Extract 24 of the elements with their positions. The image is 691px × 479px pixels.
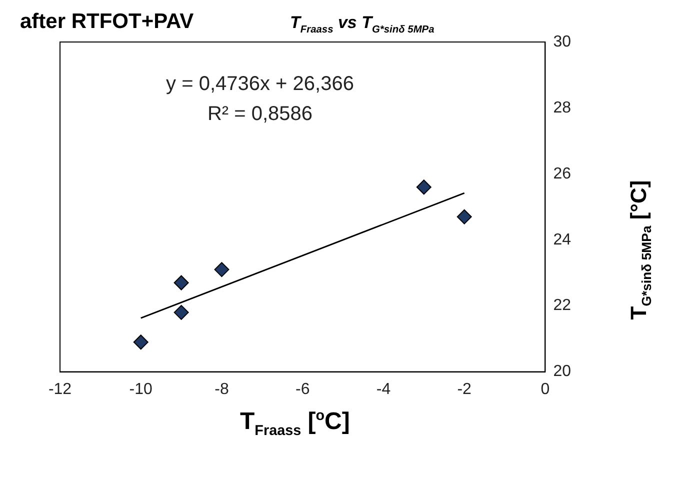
point — [456, 209, 472, 224]
point — [133, 334, 148, 350]
y-tick-label: 30 — [553, 33, 572, 50]
x-tick-label: -6 — [295, 380, 310, 398]
x-tick-label: -8 — [214, 380, 229, 398]
y-tick-label: 26 — [553, 165, 572, 182]
point — [174, 275, 189, 290]
x-tick-label: -2 — [457, 380, 472, 398]
y-tick-label: 20 — [553, 363, 572, 380]
y-tick-label: 24 — [553, 231, 572, 248]
y-tick-label: 28 — [553, 99, 572, 116]
point — [174, 304, 189, 320]
x-tick-label: 0 — [540, 380, 550, 398]
point — [416, 180, 432, 195]
x-tick-label: -12 — [48, 380, 72, 398]
chart-subtitle: T$_{Fraass}$ vs T$_{G*sinδ 5MPa}$ — [290, 13, 434, 36]
chart-title: after RTFOT+PAV — [20, 10, 194, 34]
annotation: y = 0,4736x + 26,366 — [166, 73, 354, 95]
annotation: R² = 0,8586 — [207, 103, 313, 125]
x-axis-title: T$_{Fraass}$ [$^{o}$C] — [240, 408, 350, 439]
x-tick-label: -10 — [129, 380, 153, 398]
y-tick-label: 22 — [553, 297, 572, 314]
point — [214, 262, 230, 278]
x-tick-label: -4 — [376, 380, 391, 398]
